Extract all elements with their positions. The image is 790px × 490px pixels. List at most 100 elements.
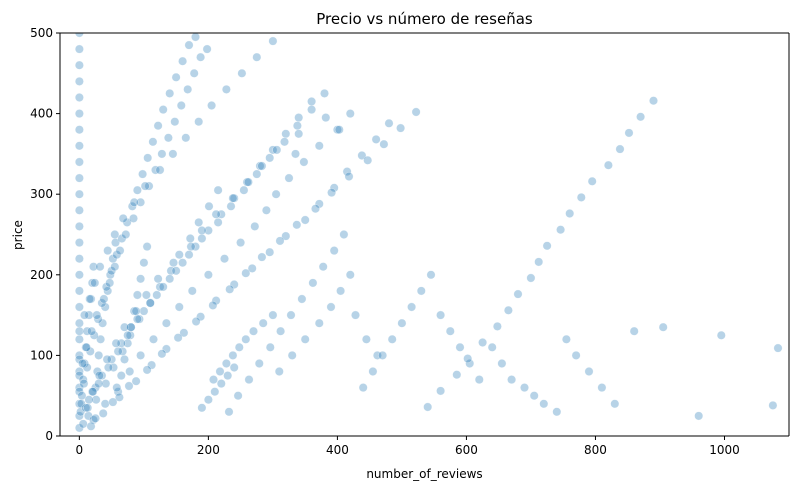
data-point xyxy=(361,334,371,344)
data-point xyxy=(520,383,529,393)
data-point xyxy=(132,185,142,195)
data-point xyxy=(243,177,253,187)
data-point xyxy=(171,72,181,82)
data-point xyxy=(265,153,275,163)
data-point xyxy=(311,204,320,214)
data-point xyxy=(281,231,291,241)
data-point xyxy=(203,270,213,280)
data-point xyxy=(181,133,191,143)
x-tick-label: 200 xyxy=(197,443,220,457)
data-point xyxy=(294,129,304,139)
data-point xyxy=(97,371,107,381)
data-point xyxy=(74,141,84,151)
data-point xyxy=(223,371,233,381)
data-point xyxy=(184,250,194,260)
data-point xyxy=(318,262,328,272)
data-point xyxy=(74,334,84,344)
data-point xyxy=(411,107,421,117)
data-point xyxy=(233,391,243,401)
data-point xyxy=(276,326,286,336)
data-point xyxy=(474,375,484,385)
data-point xyxy=(236,238,246,248)
data-point xyxy=(89,262,98,272)
data-point xyxy=(197,226,207,235)
data-point xyxy=(249,326,258,336)
data-point xyxy=(228,350,238,360)
data-point xyxy=(74,44,84,54)
data-point xyxy=(74,93,84,102)
data-point xyxy=(113,346,123,356)
data-point xyxy=(423,402,433,412)
data-point xyxy=(120,354,129,364)
data-point xyxy=(145,298,155,308)
data-point xyxy=(194,217,204,227)
data-point xyxy=(534,257,544,267)
data-point xyxy=(326,302,336,312)
data-point xyxy=(287,350,297,360)
data-point xyxy=(229,363,239,372)
data-point xyxy=(274,367,284,376)
data-point xyxy=(74,302,84,312)
data-point xyxy=(284,173,294,183)
data-point xyxy=(111,338,121,348)
data-point xyxy=(416,286,426,296)
data-point xyxy=(124,381,134,391)
data-point xyxy=(165,274,175,284)
data-point xyxy=(191,242,200,252)
data-point xyxy=(171,266,181,276)
data-point xyxy=(332,125,342,135)
data-point xyxy=(497,359,507,368)
data-point xyxy=(225,284,235,294)
data-point xyxy=(90,278,100,288)
data-point xyxy=(237,68,247,78)
data-point xyxy=(275,236,285,246)
data-point xyxy=(300,215,310,225)
data-point xyxy=(84,395,94,405)
data-point xyxy=(299,157,309,167)
data-point xyxy=(268,145,278,155)
data-point xyxy=(78,419,88,429)
data-point xyxy=(110,262,120,272)
data-point xyxy=(115,246,125,256)
data-point xyxy=(97,298,107,308)
data-point xyxy=(220,254,229,264)
data-point xyxy=(378,350,388,360)
data-point xyxy=(81,403,91,413)
data-point xyxy=(96,334,106,344)
data-point xyxy=(184,40,194,50)
data-point xyxy=(125,330,135,340)
data-point xyxy=(321,113,331,123)
data-point xyxy=(314,141,324,151)
data-point xyxy=(84,310,94,320)
data-point xyxy=(165,88,175,98)
data-point xyxy=(329,246,339,256)
data-point xyxy=(185,234,195,243)
data-point xyxy=(132,314,142,324)
data-point xyxy=(74,157,84,167)
data-point xyxy=(556,225,566,235)
data-point xyxy=(268,310,278,320)
data-point xyxy=(77,391,87,401)
data-point xyxy=(131,376,141,386)
data-point xyxy=(83,403,93,413)
data-point xyxy=(436,386,446,396)
data-point xyxy=(294,113,304,123)
data-point xyxy=(197,403,207,413)
data-point xyxy=(94,371,104,381)
data-point xyxy=(173,333,183,343)
x-tick-label: 0 xyxy=(76,443,84,457)
data-point xyxy=(241,334,251,344)
data-point xyxy=(152,290,162,300)
data-point xyxy=(94,350,104,360)
data-point xyxy=(131,306,141,316)
data-point xyxy=(334,125,344,135)
data-point xyxy=(74,76,84,86)
data-point xyxy=(74,270,84,280)
data-point xyxy=(224,407,234,417)
data-point xyxy=(141,290,151,300)
data-point xyxy=(74,173,84,183)
data-point xyxy=(308,278,318,288)
data-point xyxy=(78,359,88,368)
data-point xyxy=(507,375,517,385)
data-point xyxy=(174,250,184,260)
